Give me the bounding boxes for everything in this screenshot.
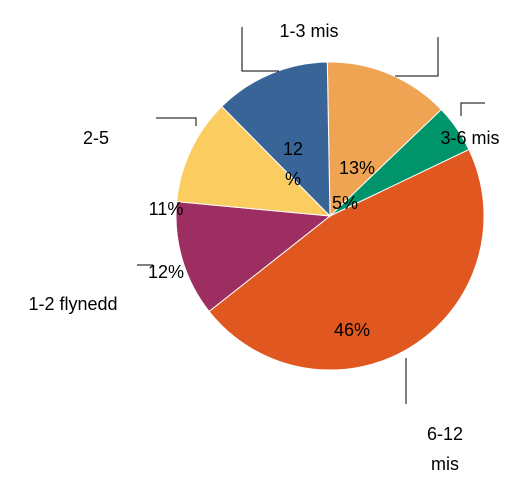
slice-category-label: 1-2 flynedd [28,294,117,314]
slice-value-label: 12% [148,262,184,282]
slice-category-label: 2-5 [83,128,109,148]
leader-line [156,117,197,126]
pie-slice [208,148,485,371]
slice-value-label: 13% [339,158,375,178]
slice-value-label: 5% [332,193,358,213]
pie-slice [175,201,332,313]
leader-line [241,27,279,72]
slice-value-label: 11% [149,199,184,219]
leader-line [395,37,439,77]
pie-slice [176,105,332,217]
pie-slice [221,61,331,218]
slice-category-label: 6-12 mis [427,424,463,474]
slice-value-label: 46% [334,320,370,340]
slice-category-label: 3-6 mis [440,128,499,148]
pie-slice [326,61,442,218]
leader-line [460,102,485,116]
pie-slices [175,61,485,371]
leader-lines [137,27,485,404]
slice-value-label: 12% [283,139,303,189]
slice-category-label: 1-3 mis [279,21,338,41]
slice-labels: 13% 1-3 mis 5% 3-6 mis 46% 6-12 mis 12% 1-2 flyn… [28,21,499,474]
